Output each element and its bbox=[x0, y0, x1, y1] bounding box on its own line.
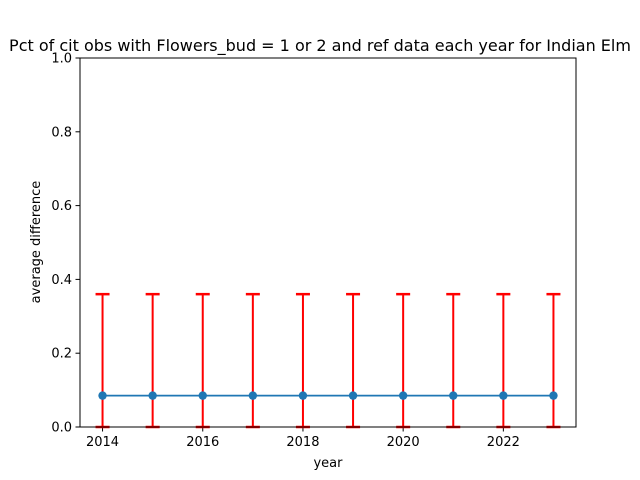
data-point bbox=[499, 391, 508, 400]
axes-frame bbox=[79, 57, 577, 428]
y-tick-label: 0.8 bbox=[51, 125, 72, 140]
y-axis-label: average difference bbox=[29, 181, 44, 304]
data-point bbox=[449, 391, 458, 400]
chart-title: Pct of cit obs with Flowers_bud = 1 or 2… bbox=[9, 36, 631, 56]
x-tick-label: 2014 bbox=[86, 435, 119, 450]
x-tick-label: 2016 bbox=[186, 435, 219, 450]
data-point bbox=[549, 391, 558, 400]
data-point bbox=[298, 391, 308, 400]
x-tick-label: 2022 bbox=[487, 435, 520, 450]
data-point bbox=[148, 391, 157, 400]
x-axis-label: year bbox=[313, 456, 343, 471]
data-point bbox=[398, 391, 408, 400]
data-point bbox=[98, 391, 107, 400]
y-tick-label: 0.6 bbox=[51, 199, 72, 214]
x-tick-label: 2020 bbox=[387, 435, 420, 450]
x-tick-label: 2018 bbox=[286, 435, 319, 450]
plot-area: 2014 2016 2018 2020 2022 0.0 0.2 0.4 0.6 0.8 1.0 bbox=[51, 52, 577, 450]
data-point bbox=[248, 391, 258, 400]
y-tick-label: 0.2 bbox=[51, 347, 72, 362]
y-tick-label: 0.4 bbox=[51, 273, 72, 288]
data-point bbox=[198, 391, 207, 400]
y-tick-label: 1.0 bbox=[51, 52, 72, 67]
data-point bbox=[348, 391, 358, 400]
y-tick-label: 0.0 bbox=[51, 421, 72, 436]
